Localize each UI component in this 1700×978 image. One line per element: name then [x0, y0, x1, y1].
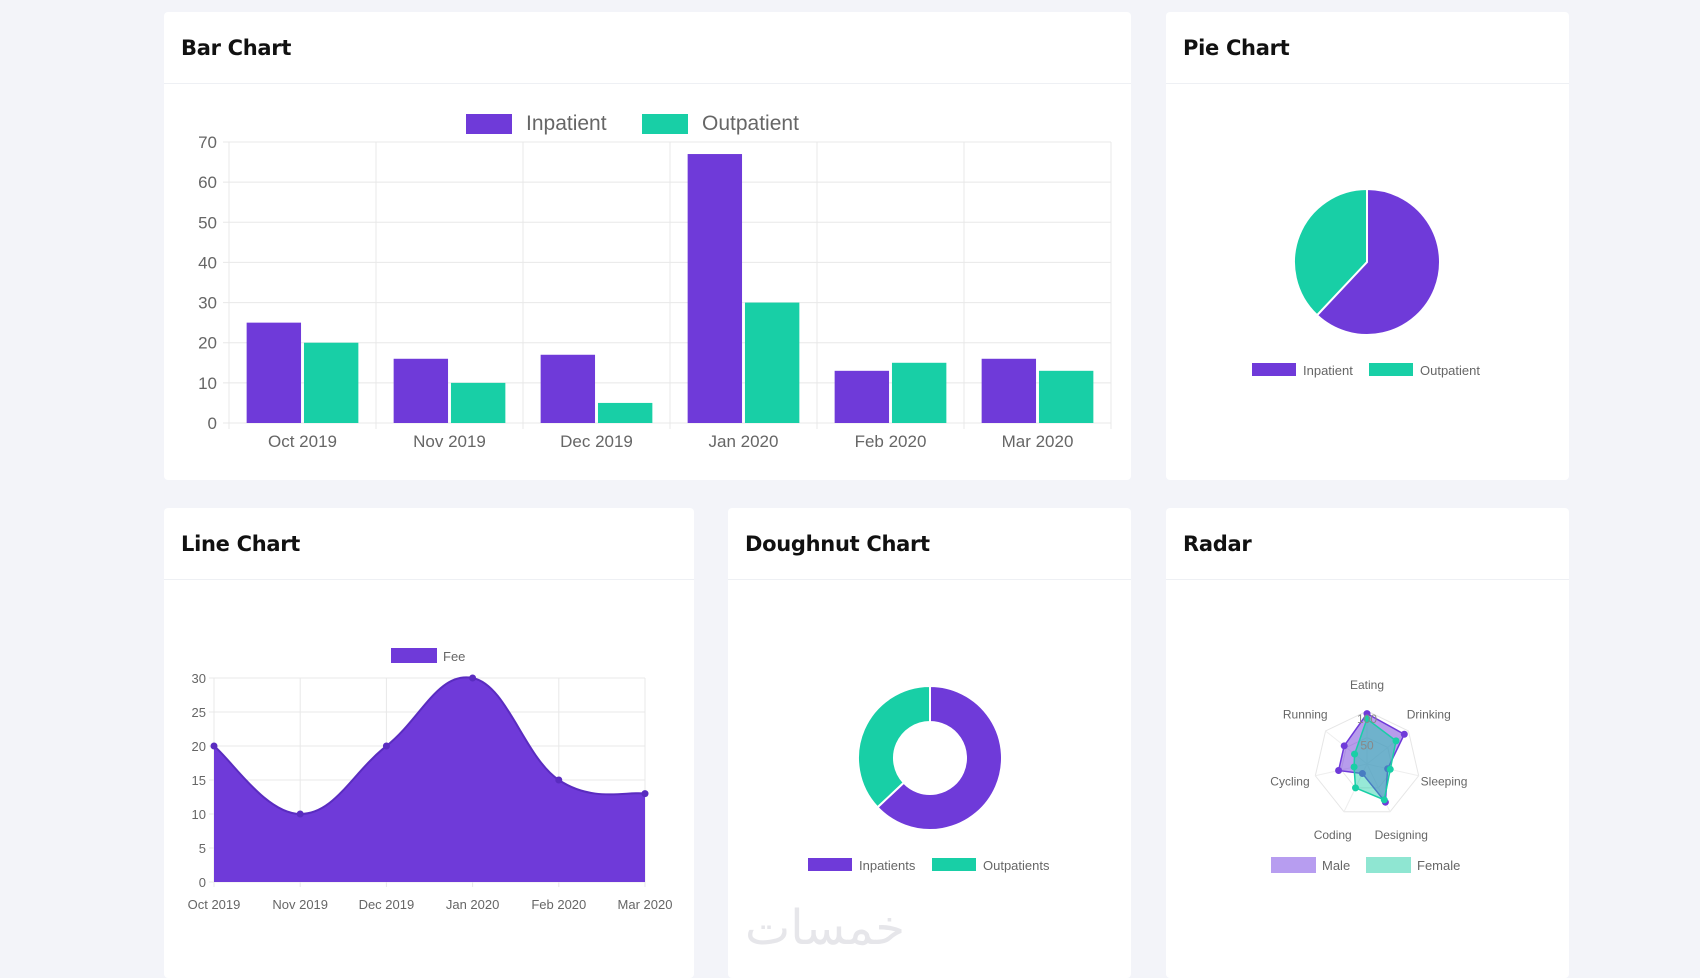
legend-label: Female	[1417, 858, 1460, 873]
data-point	[1363, 710, 1371, 718]
y-tick-label: 20	[198, 334, 217, 353]
legend-swatch	[1369, 363, 1413, 376]
y-tick-label: 40	[198, 253, 217, 272]
legend-label: Outpatient	[702, 112, 799, 135]
data-point	[1351, 750, 1359, 758]
radar-axis-label: Running	[1283, 708, 1328, 722]
slice-inpatient	[1315, 187, 1441, 336]
data-point	[1363, 715, 1371, 723]
x-tick-label: Oct 2019	[188, 897, 241, 912]
data-point	[1335, 766, 1343, 774]
y-tick-label: 20	[192, 739, 206, 754]
y-tick-label: 25	[192, 705, 206, 720]
x-tick-label: Dec 2019	[560, 432, 633, 451]
legend-label: Inpatients	[859, 858, 916, 873]
bar-outpatient	[303, 342, 359, 423]
bar-outpatient	[450, 382, 506, 423]
legend-swatch	[932, 858, 976, 871]
x-tick-label: Nov 2019	[413, 432, 486, 451]
y-tick-label: 15	[192, 773, 206, 788]
area-fee	[214, 677, 645, 882]
x-tick-label: Jan 2020	[709, 432, 779, 451]
data-point	[1392, 737, 1400, 745]
bar-inpatient	[393, 358, 449, 423]
watermark-logo: خمسات	[745, 900, 906, 956]
radar-axis-label: Eating	[1350, 678, 1384, 692]
legend-swatch	[808, 858, 852, 871]
radar-tick-label: 50	[1360, 739, 1374, 753]
radar-area-male	[1337, 712, 1406, 805]
bar-outpatient	[744, 302, 800, 423]
card-title: Pie Chart	[1183, 35, 1290, 60]
bar-inpatient	[540, 354, 596, 423]
y-tick-label: 0	[208, 414, 217, 433]
bar-inpatient	[981, 358, 1037, 423]
x-tick-label: Dec 2019	[359, 897, 415, 912]
legend-swatch	[1366, 857, 1411, 873]
legend-swatch	[391, 648, 437, 663]
x-tick-label: Nov 2019	[272, 897, 328, 912]
legend-label: Outpatients	[983, 858, 1050, 873]
legend-label: Inpatient	[1303, 363, 1353, 378]
x-tick-label: Mar 2020	[618, 897, 673, 912]
legend-swatch	[642, 114, 688, 134]
legend-label: Male	[1322, 858, 1350, 873]
y-tick-label: 30	[192, 671, 206, 686]
y-tick-label: 5	[199, 841, 206, 856]
y-tick-label: 50	[198, 213, 217, 232]
radar-axis-label: Drinking	[1407, 708, 1451, 722]
x-tick-label: Feb 2020	[531, 897, 586, 912]
y-tick-label: 30	[198, 294, 217, 313]
slice-outpatients	[857, 684, 931, 809]
slice-inpatients	[876, 684, 1003, 831]
bar-outpatient	[891, 362, 947, 423]
y-tick-label: 0	[199, 875, 206, 890]
doughnut-chart-card: Doughnut Chart	[728, 508, 1131, 978]
bar-inpatient	[687, 154, 743, 424]
card-title: Line Chart	[181, 531, 301, 556]
radar-tick-label: 100	[1357, 712, 1377, 726]
bar-outpatient	[597, 402, 653, 423]
card-title: Doughnut Chart	[745, 531, 930, 556]
radar-axis-label: Sleeping	[1421, 775, 1468, 789]
y-tick-label: 60	[198, 173, 217, 192]
radar-ring	[1314, 710, 1420, 813]
slice-outpatient	[1293, 187, 1368, 317]
legend-swatch	[1271, 857, 1316, 873]
data-point	[210, 742, 218, 750]
y-tick-label: 10	[198, 374, 217, 393]
radar-axis-label: Designing	[1375, 828, 1428, 842]
x-tick-label: Jan 2020	[446, 897, 500, 912]
bar-inpatient	[246, 322, 302, 423]
y-tick-label: 70	[198, 133, 217, 152]
x-tick-label: Feb 2020	[855, 432, 927, 451]
legend-label: Inpatient	[526, 112, 607, 135]
radar-axis-label: Coding	[1314, 828, 1352, 842]
data-point	[641, 790, 649, 798]
data-point	[469, 674, 477, 682]
legend-swatch	[466, 114, 512, 134]
data-point	[1352, 784, 1360, 792]
card-title: Bar Chart	[181, 35, 292, 60]
y-tick-label: 10	[192, 807, 206, 822]
legend-swatch	[1252, 363, 1296, 376]
data-point	[1350, 763, 1358, 771]
x-tick-label: Oct 2019	[268, 432, 337, 451]
card-title: Radar	[1183, 531, 1252, 556]
data-point	[1340, 742, 1348, 750]
data-point	[296, 810, 304, 818]
data-point	[1380, 796, 1388, 804]
legend-label: Outpatient	[1420, 363, 1480, 378]
data-point	[382, 742, 390, 750]
data-point	[1400, 730, 1408, 738]
x-tick-label: Mar 2020	[1002, 432, 1074, 451]
data-point	[555, 776, 563, 784]
bar-outpatient	[1038, 370, 1094, 423]
radar-axis-label: Cycling	[1270, 775, 1309, 789]
legend-label: Fee	[443, 649, 465, 664]
bar-inpatient	[834, 370, 890, 423]
data-point	[1386, 765, 1394, 773]
data-point	[1358, 770, 1366, 778]
